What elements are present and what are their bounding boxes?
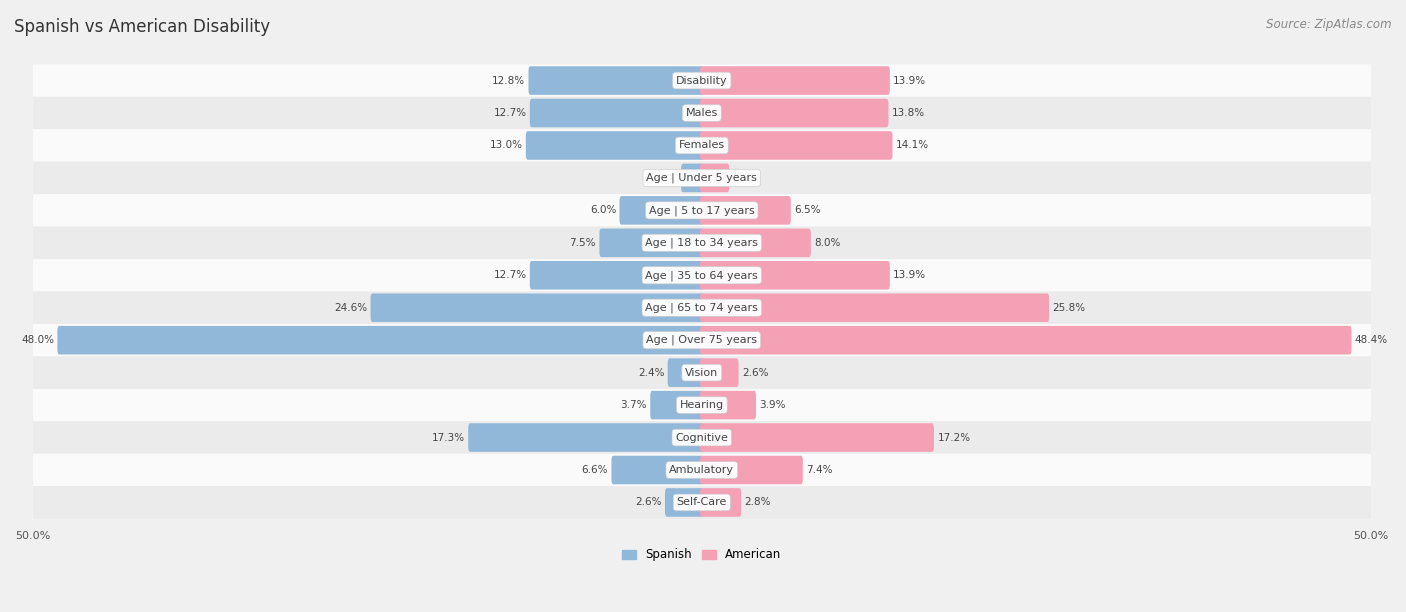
FancyBboxPatch shape xyxy=(700,488,741,517)
Text: 48.0%: 48.0% xyxy=(21,335,53,345)
FancyBboxPatch shape xyxy=(700,456,803,484)
FancyBboxPatch shape xyxy=(700,326,1351,354)
FancyBboxPatch shape xyxy=(468,424,704,452)
Text: Self-Care: Self-Care xyxy=(676,498,727,507)
FancyBboxPatch shape xyxy=(32,486,1371,519)
FancyBboxPatch shape xyxy=(32,129,1371,162)
Text: 12.7%: 12.7% xyxy=(494,108,526,118)
Text: Females: Females xyxy=(679,141,725,151)
FancyBboxPatch shape xyxy=(700,424,934,452)
FancyBboxPatch shape xyxy=(650,391,704,419)
Text: 1.9%: 1.9% xyxy=(733,173,759,183)
FancyBboxPatch shape xyxy=(668,359,704,387)
FancyBboxPatch shape xyxy=(32,162,1371,194)
Text: 6.0%: 6.0% xyxy=(589,206,616,215)
FancyBboxPatch shape xyxy=(32,421,1371,453)
Legend: Spanish, American: Spanish, American xyxy=(617,543,786,566)
Text: Age | 65 to 74 years: Age | 65 to 74 years xyxy=(645,302,758,313)
Text: 12.7%: 12.7% xyxy=(494,271,526,280)
Text: 13.9%: 13.9% xyxy=(893,75,927,86)
FancyBboxPatch shape xyxy=(32,226,1371,259)
Text: Age | Over 75 years: Age | Over 75 years xyxy=(647,335,758,345)
FancyBboxPatch shape xyxy=(32,259,1371,291)
FancyBboxPatch shape xyxy=(32,453,1371,486)
FancyBboxPatch shape xyxy=(32,194,1371,226)
FancyBboxPatch shape xyxy=(32,64,1371,97)
FancyBboxPatch shape xyxy=(599,228,704,257)
Text: Vision: Vision xyxy=(685,368,718,378)
FancyBboxPatch shape xyxy=(700,391,756,419)
FancyBboxPatch shape xyxy=(612,456,704,484)
FancyBboxPatch shape xyxy=(700,294,1049,322)
Text: 2.4%: 2.4% xyxy=(638,368,664,378)
Text: 12.8%: 12.8% xyxy=(492,75,524,86)
Text: 7.4%: 7.4% xyxy=(806,465,832,475)
Text: 2.6%: 2.6% xyxy=(636,498,662,507)
Text: Age | Under 5 years: Age | Under 5 years xyxy=(647,173,758,183)
Text: 6.5%: 6.5% xyxy=(794,206,821,215)
Text: Age | 5 to 17 years: Age | 5 to 17 years xyxy=(650,205,755,215)
FancyBboxPatch shape xyxy=(58,326,704,354)
FancyBboxPatch shape xyxy=(530,99,704,127)
FancyBboxPatch shape xyxy=(32,291,1371,324)
Text: 6.6%: 6.6% xyxy=(582,465,609,475)
Text: 1.4%: 1.4% xyxy=(651,173,678,183)
FancyBboxPatch shape xyxy=(371,294,704,322)
Text: 17.2%: 17.2% xyxy=(938,433,970,442)
Text: 24.6%: 24.6% xyxy=(335,303,367,313)
Text: 17.3%: 17.3% xyxy=(432,433,465,442)
Text: 7.5%: 7.5% xyxy=(569,238,596,248)
FancyBboxPatch shape xyxy=(620,196,704,225)
Text: 3.7%: 3.7% xyxy=(620,400,647,410)
FancyBboxPatch shape xyxy=(32,97,1371,129)
Text: 25.8%: 25.8% xyxy=(1053,303,1085,313)
Text: 3.9%: 3.9% xyxy=(759,400,786,410)
FancyBboxPatch shape xyxy=(32,389,1371,421)
Text: 8.0%: 8.0% xyxy=(814,238,841,248)
FancyBboxPatch shape xyxy=(700,163,730,192)
Text: Males: Males xyxy=(686,108,718,118)
Text: Cognitive: Cognitive xyxy=(675,433,728,442)
FancyBboxPatch shape xyxy=(529,66,704,95)
Text: Spanish vs American Disability: Spanish vs American Disability xyxy=(14,18,270,36)
FancyBboxPatch shape xyxy=(526,131,704,160)
FancyBboxPatch shape xyxy=(700,228,811,257)
FancyBboxPatch shape xyxy=(681,163,704,192)
Text: Age | 18 to 34 years: Age | 18 to 34 years xyxy=(645,237,758,248)
Text: Hearing: Hearing xyxy=(679,400,724,410)
FancyBboxPatch shape xyxy=(32,324,1371,356)
FancyBboxPatch shape xyxy=(700,261,890,289)
Text: Ambulatory: Ambulatory xyxy=(669,465,734,475)
FancyBboxPatch shape xyxy=(700,131,893,160)
Text: 48.4%: 48.4% xyxy=(1355,335,1388,345)
Text: 13.8%: 13.8% xyxy=(891,108,925,118)
Text: Age | 35 to 64 years: Age | 35 to 64 years xyxy=(645,270,758,280)
Text: Disability: Disability xyxy=(676,75,727,86)
Text: 14.1%: 14.1% xyxy=(896,141,929,151)
FancyBboxPatch shape xyxy=(32,356,1371,389)
FancyBboxPatch shape xyxy=(665,488,704,517)
Text: 2.8%: 2.8% xyxy=(745,498,770,507)
FancyBboxPatch shape xyxy=(700,99,889,127)
Text: 2.6%: 2.6% xyxy=(742,368,769,378)
FancyBboxPatch shape xyxy=(530,261,704,289)
Text: Source: ZipAtlas.com: Source: ZipAtlas.com xyxy=(1267,18,1392,31)
Text: 13.0%: 13.0% xyxy=(489,141,523,151)
FancyBboxPatch shape xyxy=(700,359,738,387)
FancyBboxPatch shape xyxy=(700,66,890,95)
FancyBboxPatch shape xyxy=(700,196,790,225)
Text: 13.9%: 13.9% xyxy=(893,271,927,280)
